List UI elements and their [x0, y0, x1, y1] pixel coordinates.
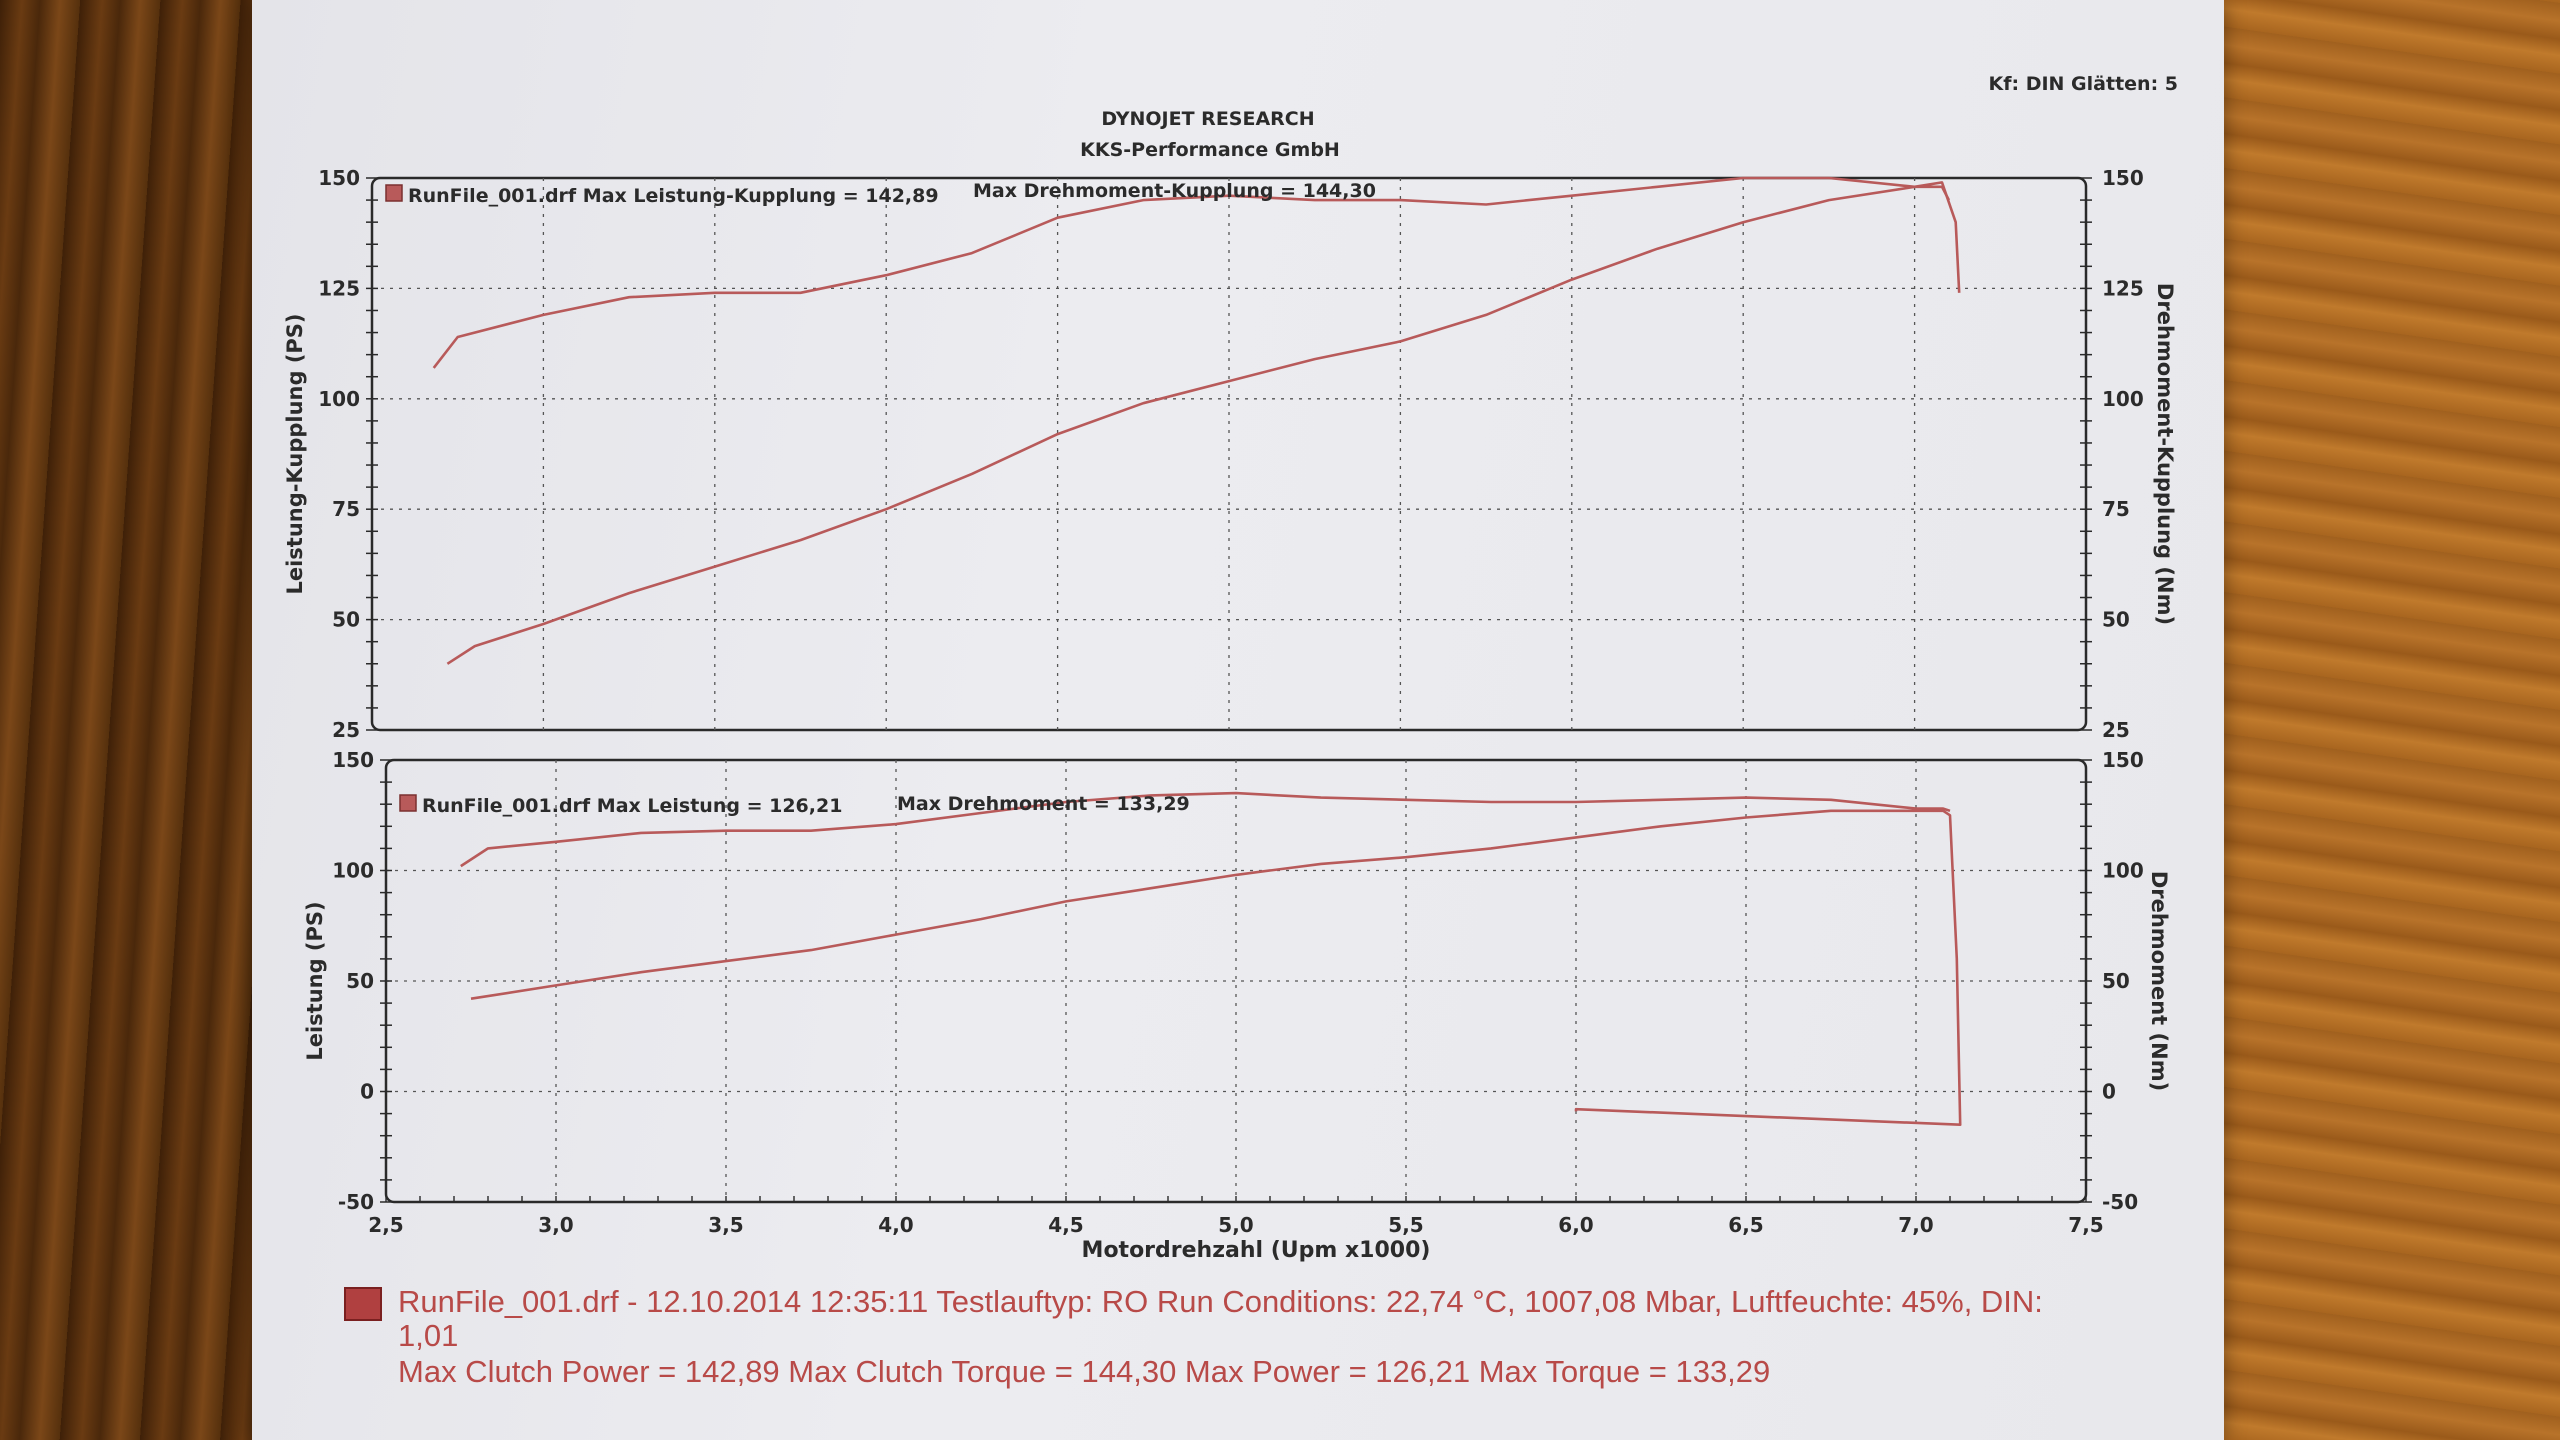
y-tick-label-right: 75 [2102, 497, 2130, 521]
y-axis-label-right: Drehmoment-Kupplung (Nm) [2153, 283, 2177, 625]
y-tick-label-left: 150 [318, 166, 360, 190]
table-surface-left [0, 0, 270, 1440]
y-tick-label-right: 0 [2102, 1080, 2116, 1104]
y-tick-label-right: 150 [2102, 748, 2144, 772]
y-tick-label-left: 150 [332, 748, 374, 772]
header-title-1: DYNOJET RESEARCH [1101, 108, 1314, 130]
x-tick-label: 7,0 [1898, 1213, 1933, 1237]
footer-legend-swatch [344, 1287, 382, 1321]
footer-run-info-cont: 1,01 [398, 1318, 459, 1353]
y-axis-label-left: Leistung (PS) [303, 901, 327, 1060]
power-curve [446, 181, 1961, 665]
header-settings: Kf: DIN Glätten: 5 [1989, 73, 2179, 95]
y-tick-label-left: 100 [332, 859, 374, 883]
legend-swatch [385, 184, 403, 202]
y-tick-label-left: 50 [332, 608, 360, 632]
x-tick-label: 6,0 [1558, 1213, 1593, 1237]
y-tick-label-right: 50 [2102, 969, 2130, 993]
y-tick-label-right: 125 [2102, 276, 2144, 300]
x-tick-label: 7,5 [2068, 1213, 2103, 1237]
x-tick-label: 4,0 [878, 1213, 913, 1237]
chart-bottom: 150 100 50 0 -50 150 100 50 0 -50 Leistung (PS) Dre… [303, 748, 2171, 1263]
x-tick-label: 2,5 [368, 1213, 403, 1237]
y-tick-label-left: 125 [318, 276, 360, 300]
legend-max-torque: Max Drehmoment = 133,29 [897, 793, 1190, 815]
table-surface-right [2222, 0, 2560, 1440]
torque-curve [432, 176, 1951, 369]
y-tick-label-left: 75 [332, 497, 360, 521]
y-tick-label-left: 100 [318, 387, 360, 411]
y-tick-label-right: 100 [2102, 859, 2144, 883]
x-tick-label: 5,5 [1388, 1213, 1423, 1237]
chart-top: 150 125 100 75 50 25 150 125 100 75 50 25 Leistung-K… [283, 166, 2177, 742]
x-tick-label: 4,5 [1048, 1213, 1083, 1237]
header-title-2: KKS-Performance GmbH [1080, 139, 1340, 161]
footer-max-values: Max Clutch Power = 142,89 Max Clutch Tor… [398, 1354, 1771, 1389]
dyno-printout [252, 0, 2224, 1440]
torque-curve [460, 791, 1951, 868]
legend-max-power: RunFile_001.drf Max Leistung-Kupplung = … [408, 185, 939, 207]
y-axis-label-left: Leistung-Kupplung (PS) [283, 313, 307, 594]
x-tick-label: 3,5 [708, 1213, 743, 1237]
y-tick-label-left: -50 [338, 1190, 374, 1214]
y-tick-label-left: 25 [332, 718, 360, 742]
power-curve [470, 809, 1962, 1126]
y-axis-label-right: Drehmoment (Nm) [2147, 871, 2171, 1091]
x-tick-label: 3,0 [538, 1213, 573, 1237]
x-axis-label: Motordrehzahl (Upm x1000) [1082, 1238, 1431, 1263]
y-tick-label-right: 100 [2102, 387, 2144, 411]
y-tick-label-right: 150 [2102, 166, 2144, 190]
footer-run-info: RunFile_001.drf - 12.10.2014 12:35:11 Te… [398, 1284, 2043, 1319]
legend-max-torque: Max Drehmoment-Kupplung = 144,30 [973, 180, 1376, 202]
legend-max-power: RunFile_001.drf Max Leistung = 126,21 [422, 795, 842, 817]
y-tick-label-left: 50 [346, 969, 374, 993]
legend-swatch [399, 794, 417, 812]
y-tick-label-right: -50 [2102, 1190, 2138, 1214]
x-tick-label: 5,0 [1218, 1213, 1253, 1237]
y-tick-label-right: 50 [2102, 608, 2130, 632]
y-tick-label-right: 25 [2102, 718, 2130, 742]
y-tick-label-left: 0 [360, 1080, 374, 1104]
x-tick-label: 6,5 [1728, 1213, 1763, 1237]
